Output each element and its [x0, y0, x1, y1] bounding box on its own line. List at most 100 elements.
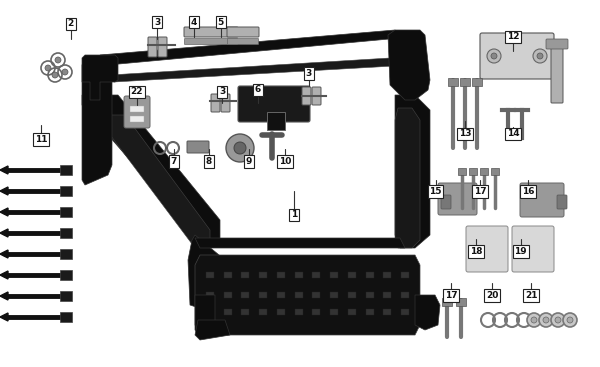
FancyBboxPatch shape [512, 226, 554, 272]
Text: 12: 12 [507, 32, 519, 41]
Polygon shape [348, 272, 356, 278]
FancyBboxPatch shape [60, 228, 72, 238]
FancyBboxPatch shape [211, 94, 220, 112]
FancyBboxPatch shape [546, 39, 568, 49]
Text: 18: 18 [470, 247, 482, 256]
Polygon shape [82, 95, 220, 240]
Polygon shape [395, 95, 430, 248]
Text: 8: 8 [206, 157, 212, 166]
FancyBboxPatch shape [456, 298, 466, 306]
Polygon shape [383, 309, 391, 315]
FancyBboxPatch shape [466, 226, 508, 272]
Circle shape [45, 65, 51, 71]
Circle shape [567, 317, 573, 323]
Polygon shape [224, 292, 232, 298]
Polygon shape [224, 272, 232, 278]
Polygon shape [330, 309, 338, 315]
Polygon shape [365, 272, 374, 278]
Polygon shape [195, 320, 230, 340]
Polygon shape [0, 229, 8, 237]
Polygon shape [195, 295, 215, 335]
FancyBboxPatch shape [148, 37, 157, 57]
FancyBboxPatch shape [130, 106, 144, 112]
FancyBboxPatch shape [442, 298, 452, 306]
FancyBboxPatch shape [60, 312, 72, 322]
Polygon shape [206, 309, 214, 315]
Polygon shape [0, 208, 8, 216]
Polygon shape [0, 313, 8, 321]
FancyBboxPatch shape [184, 27, 238, 37]
Text: 20: 20 [486, 291, 498, 300]
Polygon shape [0, 250, 8, 258]
FancyBboxPatch shape [469, 168, 477, 175]
Text: 13: 13 [459, 130, 471, 138]
Polygon shape [206, 292, 214, 298]
Polygon shape [388, 30, 430, 100]
Polygon shape [241, 309, 250, 315]
Polygon shape [206, 272, 214, 278]
Text: 10: 10 [279, 157, 291, 166]
FancyBboxPatch shape [448, 78, 458, 86]
Text: 19: 19 [514, 247, 527, 256]
Text: 17: 17 [473, 187, 487, 196]
Polygon shape [295, 309, 302, 315]
Polygon shape [0, 187, 8, 195]
Polygon shape [277, 309, 285, 315]
FancyBboxPatch shape [221, 94, 230, 112]
Polygon shape [195, 255, 420, 335]
FancyBboxPatch shape [557, 195, 567, 209]
FancyBboxPatch shape [438, 183, 477, 215]
Text: 3: 3 [219, 87, 225, 96]
Polygon shape [401, 309, 409, 315]
Polygon shape [415, 295, 440, 330]
FancyBboxPatch shape [267, 112, 285, 130]
FancyBboxPatch shape [312, 87, 321, 105]
FancyBboxPatch shape [130, 116, 144, 122]
Text: 21: 21 [525, 291, 537, 300]
Polygon shape [259, 309, 267, 315]
FancyBboxPatch shape [187, 141, 209, 153]
Polygon shape [0, 271, 8, 279]
Circle shape [543, 317, 549, 323]
Text: 1: 1 [291, 210, 297, 219]
Polygon shape [241, 292, 250, 298]
Polygon shape [0, 166, 8, 174]
Text: 6: 6 [255, 86, 261, 94]
Polygon shape [383, 292, 391, 298]
Circle shape [555, 317, 561, 323]
Text: 15: 15 [430, 187, 442, 196]
Circle shape [527, 313, 541, 327]
Circle shape [533, 49, 547, 63]
FancyBboxPatch shape [520, 183, 564, 217]
Polygon shape [195, 238, 405, 248]
Polygon shape [82, 58, 112, 185]
Circle shape [62, 69, 68, 75]
FancyBboxPatch shape [158, 37, 167, 57]
Polygon shape [108, 115, 210, 248]
FancyBboxPatch shape [480, 33, 554, 79]
Polygon shape [259, 272, 267, 278]
Circle shape [234, 142, 246, 154]
Polygon shape [313, 292, 320, 298]
Polygon shape [348, 309, 356, 315]
Polygon shape [224, 309, 232, 315]
Circle shape [551, 313, 565, 327]
Polygon shape [313, 272, 320, 278]
Text: 22: 22 [131, 87, 143, 96]
Text: 17: 17 [445, 291, 458, 300]
Polygon shape [259, 292, 267, 298]
Circle shape [539, 313, 553, 327]
Text: 14: 14 [506, 130, 520, 138]
Text: 5: 5 [218, 18, 224, 26]
Polygon shape [365, 292, 374, 298]
Polygon shape [277, 292, 285, 298]
Polygon shape [365, 309, 374, 315]
Polygon shape [313, 309, 320, 315]
Circle shape [531, 317, 537, 323]
FancyBboxPatch shape [60, 207, 72, 217]
Polygon shape [330, 272, 338, 278]
Text: 3: 3 [154, 18, 160, 26]
FancyBboxPatch shape [238, 86, 310, 122]
Polygon shape [395, 108, 420, 248]
Polygon shape [401, 292, 409, 298]
